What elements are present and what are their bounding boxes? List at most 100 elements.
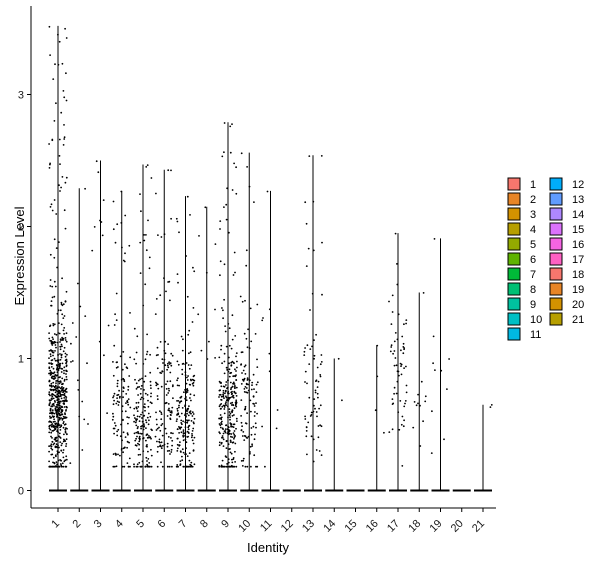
expression-point: [405, 322, 407, 325]
expression-point: [62, 415, 65, 418]
expression-point: [54, 63, 56, 66]
expression-point: [49, 324, 52, 327]
expression-point: [397, 411, 400, 414]
expression-point: [171, 465, 173, 468]
expression-point: [221, 420, 223, 423]
expression-point: [233, 436, 236, 439]
expression-point: [393, 364, 396, 367]
expression-point: [252, 395, 255, 398]
expression-point: [166, 415, 169, 417]
expression-point: [256, 303, 259, 306]
expression-point: [56, 368, 58, 371]
expression-point: [62, 329, 65, 332]
expression-point: [113, 399, 115, 402]
legend-item-11: 11: [507, 327, 541, 341]
expression-point: [192, 384, 195, 387]
expression-point: [65, 361, 68, 364]
expression-point: [145, 353, 148, 356]
expression-point: [156, 383, 159, 386]
expression-point: [63, 460, 66, 463]
expression-point: [128, 244, 131, 247]
expression-point: [54, 285, 57, 288]
expression-point: [59, 362, 62, 365]
expression-point: [160, 424, 163, 427]
expression-point: [53, 295, 56, 298]
expression-point: [56, 371, 59, 374]
expression-point: [250, 433, 253, 436]
expression-point: [145, 249, 148, 252]
expression-point: [227, 425, 230, 428]
expression-point: [236, 360, 238, 363]
expression-point: [262, 317, 264, 319]
expression-point: [226, 405, 229, 408]
legend-label: 4: [530, 224, 536, 236]
expression-point: [60, 354, 63, 357]
expression-point: [51, 409, 54, 412]
expression-point: [189, 214, 191, 216]
y-axis-title: Expression Level: [12, 206, 27, 305]
expression-point: [54, 427, 56, 430]
legend-label: 6: [530, 254, 536, 266]
expression-point: [111, 418, 114, 421]
expression-point: [112, 361, 114, 363]
expression-point: [57, 309, 60, 312]
expression-point: [205, 271, 208, 274]
expression-point: [221, 155, 224, 158]
expression-point: [403, 347, 406, 349]
expression-point: [145, 419, 147, 422]
expression-point: [116, 361, 118, 364]
expression-point: [315, 449, 318, 451]
expression-point: [230, 435, 232, 438]
violin-cluster-4: [111, 190, 132, 492]
legend-item-4: 4: [507, 222, 536, 236]
expression-point: [233, 414, 235, 416]
expression-point: [164, 364, 167, 367]
expression-point: [59, 341, 61, 343]
legend-swatch: [549, 252, 563, 266]
expression-point: [177, 413, 180, 416]
expression-point: [60, 343, 63, 346]
expression-point: [218, 465, 221, 467]
expression-point: [118, 389, 120, 392]
expression-point: [120, 190, 123, 193]
expression-point: [405, 384, 408, 387]
expression-point: [388, 300, 390, 303]
expression-point: [251, 384, 253, 386]
expression-point: [49, 384, 51, 387]
expression-point: [113, 324, 116, 326]
expression-point: [55, 346, 57, 349]
expression-point: [176, 220, 179, 223]
expression-point: [60, 397, 63, 400]
expression-point: [55, 213, 58, 215]
expression-point: [247, 328, 250, 331]
expression-point: [220, 344, 223, 347]
expression-point: [146, 460, 148, 462]
expression-point: [55, 395, 57, 398]
expression-point: [155, 418, 158, 421]
expression-point: [188, 411, 191, 414]
expression-point: [225, 384, 227, 386]
expression-point: [228, 375, 231, 378]
expression-point: [249, 399, 252, 402]
expression-point: [184, 431, 187, 434]
expression-point: [136, 427, 139, 430]
legend-swatch: [549, 207, 563, 221]
expression-point: [223, 412, 226, 415]
expression-point: [218, 405, 221, 408]
expression-point: [225, 366, 228, 369]
expression-point: [166, 450, 169, 452]
expression-point: [57, 420, 60, 423]
x-tick-label: 6: [156, 518, 169, 531]
expression-point: [256, 358, 258, 361]
expression-point: [176, 360, 179, 363]
expression-point: [405, 365, 407, 368]
expression-point: [170, 410, 173, 413]
expression-point: [178, 444, 181, 446]
expression-point: [129, 406, 132, 409]
expression-point: [148, 419, 150, 422]
expression-point: [144, 375, 147, 377]
expression-point: [157, 234, 159, 237]
expression-point: [115, 465, 118, 468]
expression-point: [229, 412, 232, 415]
expression-point: [404, 400, 407, 402]
